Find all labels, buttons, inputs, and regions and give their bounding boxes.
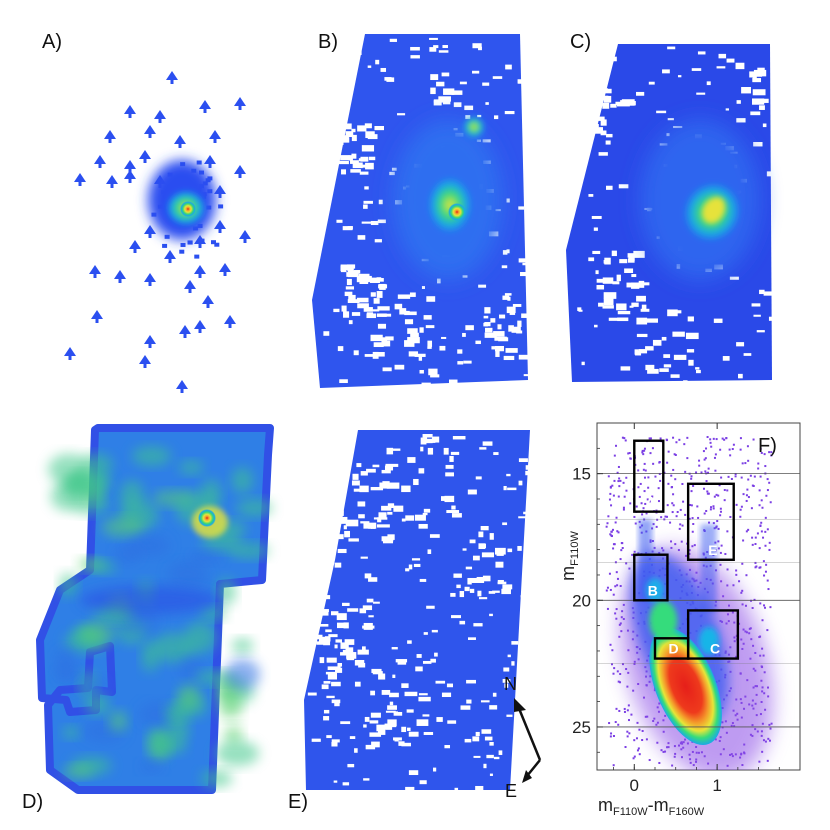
panel-c: C) [566,31,777,392]
compass: N E [504,674,542,801]
selection-box-label: D [669,641,679,657]
east-label: E [505,781,517,801]
panel-b-label: B) [318,31,338,53]
panel-a-density-map [64,71,251,393]
selection-box-label: E [708,542,717,558]
panel-c-density-map [566,44,777,392]
panel-b-density-map [312,34,534,388]
panel-e: E) [288,430,533,813]
panel-d-label: D) [22,791,43,813]
panel-f-label: F) [758,435,777,457]
north-arrow [516,705,542,761]
panel-b: B) [312,31,534,388]
y-tick-label: 15 [572,465,591,484]
x-axis-title: mF110W-mF160W [598,795,705,818]
panel-c-label: C) [570,31,591,53]
panel-d: D) [22,424,274,813]
y-tick-label: 20 [572,591,591,610]
selection-box-c [686,609,740,660]
panel-d-density-map [36,424,274,794]
selection-box-label: C [710,641,720,657]
panel-e-label: E) [288,791,308,813]
panel-a-label: A) [42,31,62,53]
east-arrow [526,759,541,777]
north-label: N [504,674,517,694]
x-tick-label: 1 [712,776,721,795]
x-tick-label: 0 [630,776,639,795]
panel-a: A) [42,31,251,393]
selection-box-e [686,482,735,561]
y-tick-label: 25 [572,718,591,737]
y-axis-title: mF110W [558,531,581,581]
panel-e-density-map [304,430,533,791]
selection-box-label: B [648,582,658,598]
selection-box-a [633,439,665,513]
selection-box-b [633,553,669,602]
panel-f-cmd: A B E D C 0 1 15 20 25 F) mF110W-mF160W mF110W [558,422,801,818]
selection-box-label: A [646,494,656,510]
